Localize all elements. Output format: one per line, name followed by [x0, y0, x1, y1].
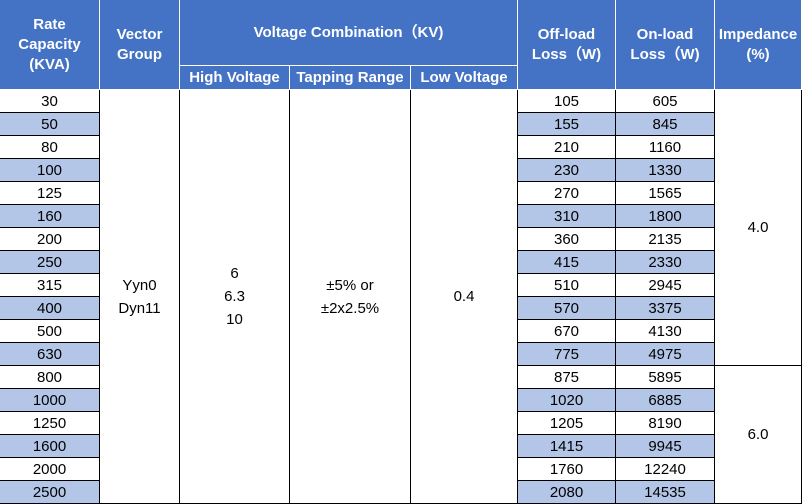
cell-on-load-loss: 2135 — [616, 228, 715, 251]
cell-on-load-loss: 3375 — [616, 297, 715, 320]
header-off-load-loss: Off-load Loss（W) — [518, 0, 616, 90]
cell-on-load-loss: 845 — [616, 113, 715, 136]
cell-off-load-loss: 360 — [518, 228, 616, 251]
merged-low-voltage: 0.4 — [411, 90, 518, 504]
merged-high-voltage: 6 6.3 10 — [180, 90, 290, 504]
cell-off-load-loss: 570 — [518, 297, 616, 320]
cell-off-load-loss: 875 — [518, 366, 616, 389]
merged-tapping-range: ±5% or ±2x2.5% — [290, 90, 411, 504]
header-vector-group: Vector Group — [100, 0, 180, 90]
cell-off-load-loss: 670 — [518, 320, 616, 343]
cell-on-load-loss: 8190 — [616, 412, 715, 435]
header-tapping-range: Tapping Range — [290, 66, 411, 90]
cell-off-load-loss: 1760 — [518, 458, 616, 481]
cell-on-load-loss: 2945 — [616, 274, 715, 297]
cell-capacity: 1600 — [0, 435, 100, 458]
cell-on-load-loss: 1800 — [616, 205, 715, 228]
cell-off-load-loss: 2080 — [518, 481, 616, 504]
cell-capacity: 2500 — [0, 481, 100, 504]
cell-capacity: 630 — [0, 343, 100, 366]
cell-capacity: 500 — [0, 320, 100, 343]
cell-off-load-loss: 775 — [518, 343, 616, 366]
cell-off-load-loss: 1415 — [518, 435, 616, 458]
cell-capacity: 125 — [0, 182, 100, 205]
cell-on-load-loss: 4130 — [616, 320, 715, 343]
cell-off-load-loss: 310 — [518, 205, 616, 228]
cell-off-load-loss: 155 — [518, 113, 616, 136]
header-low-voltage: Low Voltage — [411, 66, 518, 90]
header-rate-capacity: Rate Capacity (KVA) — [0, 0, 100, 90]
cell-capacity: 1250 — [0, 412, 100, 435]
header-on-load-loss: On-load Loss（W) — [616, 0, 715, 90]
merged-vector-group: Yyn0 Dyn11 — [100, 90, 180, 504]
cell-on-load-loss: 12240 — [616, 458, 715, 481]
cell-off-load-loss: 415 — [518, 251, 616, 274]
cell-on-load-loss: 1160 — [616, 136, 715, 159]
header-high-voltage: High Voltage — [180, 66, 290, 90]
cell-on-load-loss: 5895 — [616, 366, 715, 389]
cell-on-load-loss: 4975 — [616, 343, 715, 366]
cell-capacity: 800 — [0, 366, 100, 389]
cell-capacity: 400 — [0, 297, 100, 320]
cell-on-load-loss: 1330 — [616, 159, 715, 182]
cell-off-load-loss: 105 — [518, 90, 616, 113]
cell-capacity: 50 — [0, 113, 100, 136]
cell-capacity: 315 — [0, 274, 100, 297]
cell-capacity: 160 — [0, 205, 100, 228]
cell-capacity: 250 — [0, 251, 100, 274]
cell-capacity: 80 — [0, 136, 100, 159]
cell-off-load-loss: 210 — [518, 136, 616, 159]
cell-on-load-loss: 14535 — [616, 481, 715, 504]
cell-capacity: 30 — [0, 90, 100, 113]
cell-off-load-loss: 1020 — [518, 389, 616, 412]
cell-on-load-loss: 9945 — [616, 435, 715, 458]
cell-on-load-loss: 6885 — [616, 389, 715, 412]
header-impedance: Impedance (%) — [715, 0, 802, 90]
merged-impedance-a: 4.0 — [715, 90, 802, 366]
cell-off-load-loss: 1205 — [518, 412, 616, 435]
cell-off-load-loss: 230 — [518, 159, 616, 182]
cell-on-load-loss: 2330 — [616, 251, 715, 274]
cell-on-load-loss: 1565 — [616, 182, 715, 205]
cell-off-load-loss: 270 — [518, 182, 616, 205]
cell-capacity: 200 — [0, 228, 100, 251]
header-voltage-combination: Voltage Combination（KV) — [180, 0, 518, 66]
cell-capacity: 2000 — [0, 458, 100, 481]
cell-capacity: 100 — [0, 159, 100, 182]
cell-on-load-loss: 605 — [616, 90, 715, 113]
cell-capacity: 1000 — [0, 389, 100, 412]
merged-impedance-b: 6.0 — [715, 366, 802, 504]
cell-off-load-loss: 510 — [518, 274, 616, 297]
